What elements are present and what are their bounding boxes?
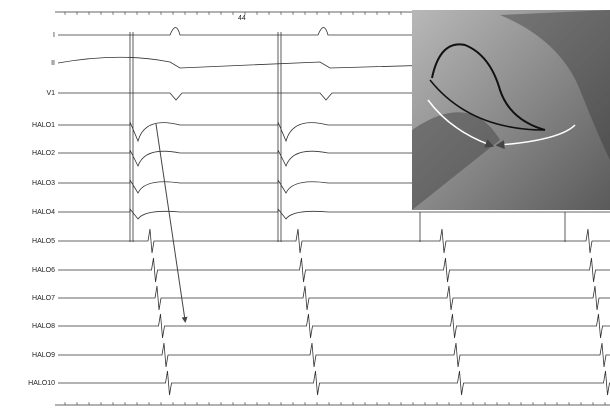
- cycle-label: 44: [238, 15, 246, 22]
- lead-label: II: [51, 60, 55, 67]
- lead-label: HALO4: [32, 209, 55, 216]
- fluoroscopy-inset: [412, 10, 610, 210]
- lead-label: HALO5: [32, 238, 55, 245]
- lead-label: HALO1: [32, 122, 55, 129]
- lead-label: HALO9: [32, 352, 55, 359]
- lead-label: HALO2: [32, 150, 55, 157]
- lead-label: HALO7: [32, 295, 55, 302]
- lead-label: HALO10: [28, 380, 55, 387]
- lead-label: I: [53, 32, 55, 39]
- lead-label: HALO6: [32, 267, 55, 274]
- lead-label: HALO8: [32, 323, 55, 330]
- lead-label: HALO3: [32, 180, 55, 187]
- recording: 44 IIIV1HALO1HALO2HALO3HALO4HALO5HALO6HA…: [0, 0, 610, 408]
- lead-label: V1: [46, 90, 55, 97]
